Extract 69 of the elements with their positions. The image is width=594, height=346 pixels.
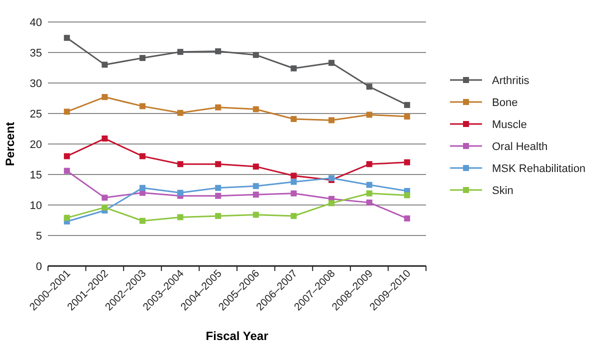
y-tick-label: 25 <box>30 108 42 120</box>
point <box>404 192 410 198</box>
point <box>366 190 372 196</box>
x-axis-title: Fiscal Year <box>206 329 269 343</box>
point <box>366 84 372 90</box>
point <box>102 194 108 201</box>
point <box>290 172 297 179</box>
y-tick-label: 30 <box>30 78 42 90</box>
point <box>252 183 259 190</box>
point <box>366 200 372 206</box>
point <box>64 214 70 221</box>
point <box>215 184 222 191</box>
point <box>177 48 184 55</box>
point <box>215 192 222 199</box>
point <box>252 52 259 58</box>
point <box>177 161 184 168</box>
legend-label: Skin <box>492 184 514 197</box>
point <box>215 161 222 168</box>
point <box>366 182 372 188</box>
point <box>252 192 259 198</box>
point <box>404 215 410 222</box>
point <box>102 204 108 210</box>
point <box>290 65 297 72</box>
point <box>102 62 108 68</box>
legend-label: Muscle <box>492 118 527 131</box>
point <box>177 110 184 116</box>
y-tick-label: 5 <box>36 230 42 242</box>
point <box>328 60 334 66</box>
y-tick-label: 20 <box>30 138 42 151</box>
point <box>215 104 222 110</box>
point <box>328 200 334 206</box>
point <box>177 214 184 220</box>
point <box>215 212 222 219</box>
point <box>177 190 184 196</box>
point <box>140 184 146 191</box>
y-axis-title: Percent <box>3 122 17 166</box>
point <box>140 218 146 224</box>
y-tick-label: 10 <box>30 200 42 212</box>
point <box>140 153 146 160</box>
point <box>64 168 70 174</box>
y-tick-label: 0 <box>36 260 42 273</box>
point <box>140 103 146 110</box>
legend-label: Arthritis <box>492 74 530 87</box>
legend-label: Bone <box>492 96 518 109</box>
point <box>404 159 410 166</box>
point <box>140 54 146 61</box>
point <box>404 114 410 120</box>
y-tick-label: 35 <box>30 47 42 60</box>
legend-label: MSK Rehabilitation <box>492 162 586 175</box>
legend-label: Oral Health <box>492 140 548 153</box>
point <box>328 117 334 124</box>
y-tick-label: 40 <box>30 16 42 29</box>
point <box>252 106 259 112</box>
point <box>102 94 108 100</box>
point <box>290 190 297 196</box>
point <box>64 153 70 160</box>
point <box>290 212 297 219</box>
point <box>366 112 372 118</box>
point <box>366 161 372 168</box>
point <box>404 102 410 108</box>
y-tick-label: 15 <box>30 169 42 182</box>
point <box>102 136 108 142</box>
point <box>215 48 222 54</box>
point <box>252 212 259 218</box>
point <box>290 178 297 185</box>
point <box>290 116 297 122</box>
point <box>252 164 259 170</box>
point <box>64 108 70 115</box>
point <box>64 34 70 41</box>
